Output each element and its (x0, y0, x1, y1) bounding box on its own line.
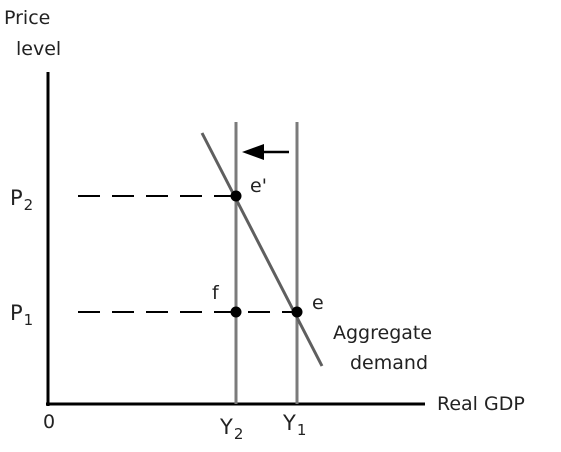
p1-label: P1 (10, 301, 33, 329)
shift-arrow-left-icon (242, 144, 264, 160)
point-e-prime-label: e' (250, 175, 267, 197)
aggregate-demand-label-line1: Aggregate (333, 322, 432, 344)
origin-label: 0 (43, 411, 55, 433)
y2-label: Y2 (219, 415, 243, 443)
y-axis-label-line1: Price (4, 7, 50, 29)
aggregate-demand-curve (200, 132, 324, 367)
y-axis-label-line2: level (16, 38, 61, 60)
x-axis-label: Real GDP (437, 393, 525, 415)
point-e-label: e (312, 292, 324, 314)
aggregate-demand-label-line2: demand (350, 352, 428, 374)
point-f (230, 306, 242, 318)
point-e-prime (230, 190, 242, 202)
point-e (291, 306, 303, 318)
point-f-label: f (212, 282, 220, 304)
p2-label: P2 (10, 186, 33, 214)
y1-label: Y1 (282, 411, 306, 439)
